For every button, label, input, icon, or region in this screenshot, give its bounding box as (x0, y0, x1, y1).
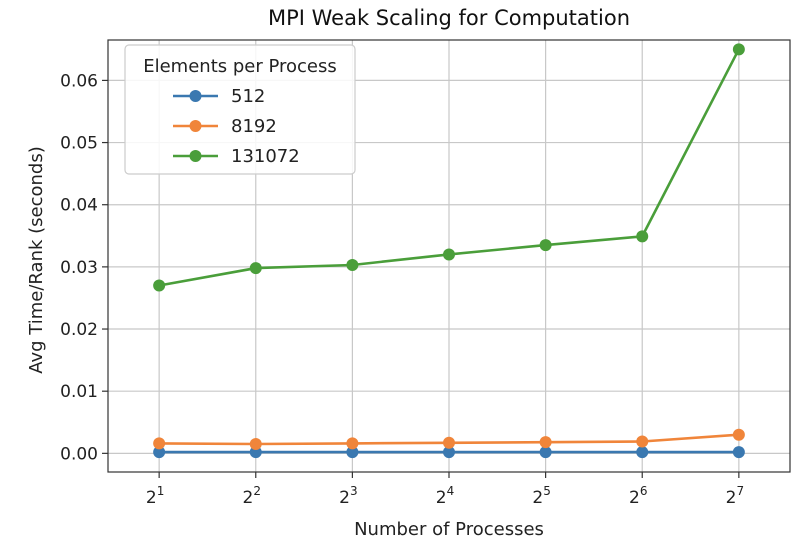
y-tick-label: 0.05 (60, 134, 98, 154)
x-tick-label: 21 (146, 484, 164, 508)
data-point-131072 (443, 248, 455, 261)
x-tick-label: 26 (629, 484, 647, 508)
y-tick-label: 0.01 (60, 382, 98, 402)
x-tick-label: 24 (436, 484, 454, 508)
chart-title: MPI Weak Scaling for Computation (268, 6, 630, 30)
series-lines (153, 43, 745, 459)
legend-marker-131072 (189, 150, 202, 162)
data-point-131072 (732, 43, 745, 56)
data-point-8192 (539, 436, 552, 449)
data-point-8192 (443, 436, 455, 449)
data-point-8192 (153, 437, 166, 450)
data-point-8192 (346, 437, 359, 450)
data-point-131072 (539, 239, 552, 252)
y-tick-label: 0.02 (60, 320, 98, 340)
x-tick-label: 27 (726, 484, 744, 508)
data-point-8192 (249, 438, 262, 451)
legend-box (124, 44, 356, 175)
x-tick-label: 25 (532, 484, 550, 508)
legend-marker-8192 (189, 120, 202, 132)
data-point-512 (539, 446, 552, 459)
data-point-131072 (636, 230, 649, 243)
data-point-8192 (636, 435, 649, 448)
data-point-512 (443, 446, 455, 459)
data-point-131072 (153, 279, 166, 292)
data-point-131072 (346, 259, 359, 272)
axis-ticks: 21 22 23 24 25 26 27 0.00 0.01 0.02 0.03 0.04 0.05 0.… (60, 71, 744, 508)
legend-label-8192: 8192 (231, 116, 277, 137)
y-tick-label: 0.00 (60, 444, 98, 464)
legend: Elements per Process 512 8192 131072 (124, 44, 356, 175)
y-axis-label: Avg Time/Rank (seconds) (26, 146, 47, 374)
data-point-131072 (249, 262, 262, 275)
y-tick-label: 0.03 (60, 258, 98, 278)
legend-marker-512 (189, 90, 202, 102)
y-tick-label: 0.04 (60, 196, 98, 216)
data-point-8192 (732, 428, 745, 441)
x-tick-label: 22 (243, 484, 261, 508)
grid (108, 40, 790, 472)
data-point-512 (732, 446, 745, 459)
y-tick-label: 0.06 (60, 71, 98, 91)
legend-label-131072: 131072 (231, 146, 300, 167)
data-point-512 (153, 446, 166, 459)
legend-label-512: 512 (231, 86, 265, 107)
data-point-512 (346, 446, 359, 459)
x-axis-label: Number of Processes (354, 519, 544, 540)
x-tick-label: 23 (339, 484, 357, 508)
legend-title: Elements per Process (143, 56, 337, 77)
data-point-512 (636, 446, 649, 459)
